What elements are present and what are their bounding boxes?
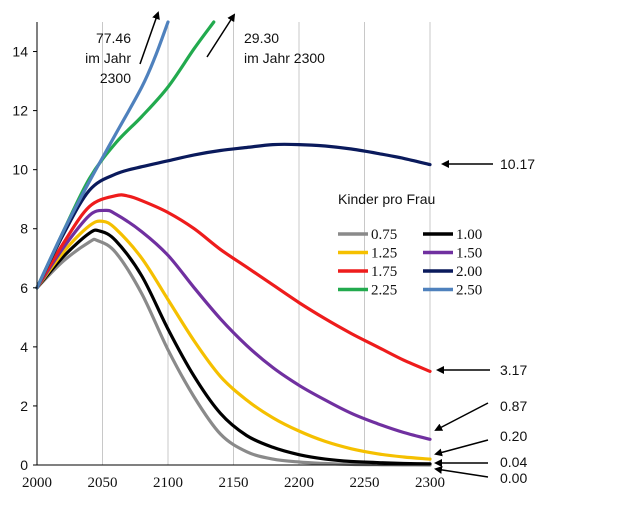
x-tick-label: 2300 (415, 475, 445, 491)
annotation-label: 0.00 (500, 470, 527, 486)
grid (36, 22, 431, 465)
series-line-2-50 (35, 20, 170, 290)
series-line-2-00 (35, 142, 432, 290)
series-line-1-25 (35, 219, 432, 461)
tick-labels: 2000 2050 2100 2150 2200 2250 2300 0 2 4 6 8 10 12 14 (12, 44, 445, 491)
note-250-line3: 2300 (100, 70, 131, 86)
annotation-label: 3.17 (500, 362, 527, 378)
note-250-line2: im Jahr (85, 50, 131, 66)
annotation-arrow (434, 402, 489, 431)
annotation-label: 0.87 (500, 398, 527, 414)
annotation-arrow (434, 439, 489, 457)
off-chart-notes: 77.46 im Jahr 2300 29.30 im Jahr 2300 (85, 11, 325, 86)
annotation-label: 10.17 (500, 156, 535, 172)
annotation-label: 0.04 (500, 454, 527, 470)
legend-label: 1.50 (456, 246, 482, 262)
end-value-annotations: 10.17 3.17 0.87 0.20 0.04 0.00 (434, 156, 535, 486)
y-tick-label: 8 (20, 221, 28, 237)
y-tick-label: 12 (12, 103, 28, 119)
note-225-arrow (206, 13, 236, 58)
series-line-1-50 (35, 208, 432, 441)
x-tick-label: 2050 (88, 475, 118, 491)
legend-label: 2.25 (371, 283, 397, 299)
x-tick-label: 2000 (22, 475, 52, 491)
legend-label: 1.75 (371, 264, 397, 280)
y-tick-label: 0 (20, 457, 28, 473)
y-tick-label: 4 (20, 339, 28, 355)
series-line-1-00 (35, 228, 432, 466)
annotation-label: 0.20 (500, 428, 527, 444)
y-tick-label: 14 (12, 44, 28, 60)
legend-label: 2.00 (456, 264, 482, 280)
legend-label: 1.00 (456, 227, 482, 243)
x-tick-label: 2250 (350, 475, 380, 491)
legend: Kinder pro Frau 0.75 1.00 1.25 1.50 1.75 2.00… (338, 191, 482, 299)
legend-title: Kinder pro Frau (338, 191, 435, 207)
annotation-arrow (434, 465, 489, 478)
legend-label: 2.50 (456, 283, 482, 299)
y-tick-label: 2 (20, 398, 28, 414)
y-tick-label: 10 (12, 162, 28, 178)
note-250-value: 77.46 (96, 30, 131, 46)
note-250-arrow (139, 11, 160, 65)
x-tick-label: 2100 (153, 475, 183, 491)
legend-label: 1.25 (371, 246, 397, 262)
series-lines (35, 20, 432, 467)
x-tick-label: 2150 (219, 475, 249, 491)
axes (36, 22, 430, 466)
series-line-1-75 (35, 193, 432, 373)
legend-label: 0.75 (371, 227, 397, 243)
y-tick-label: 6 (20, 280, 28, 296)
x-tick-label: 2200 (284, 475, 314, 491)
note-225-value: 29.30 (244, 30, 279, 46)
note-225-line2: im Jahr 2300 (244, 50, 325, 66)
